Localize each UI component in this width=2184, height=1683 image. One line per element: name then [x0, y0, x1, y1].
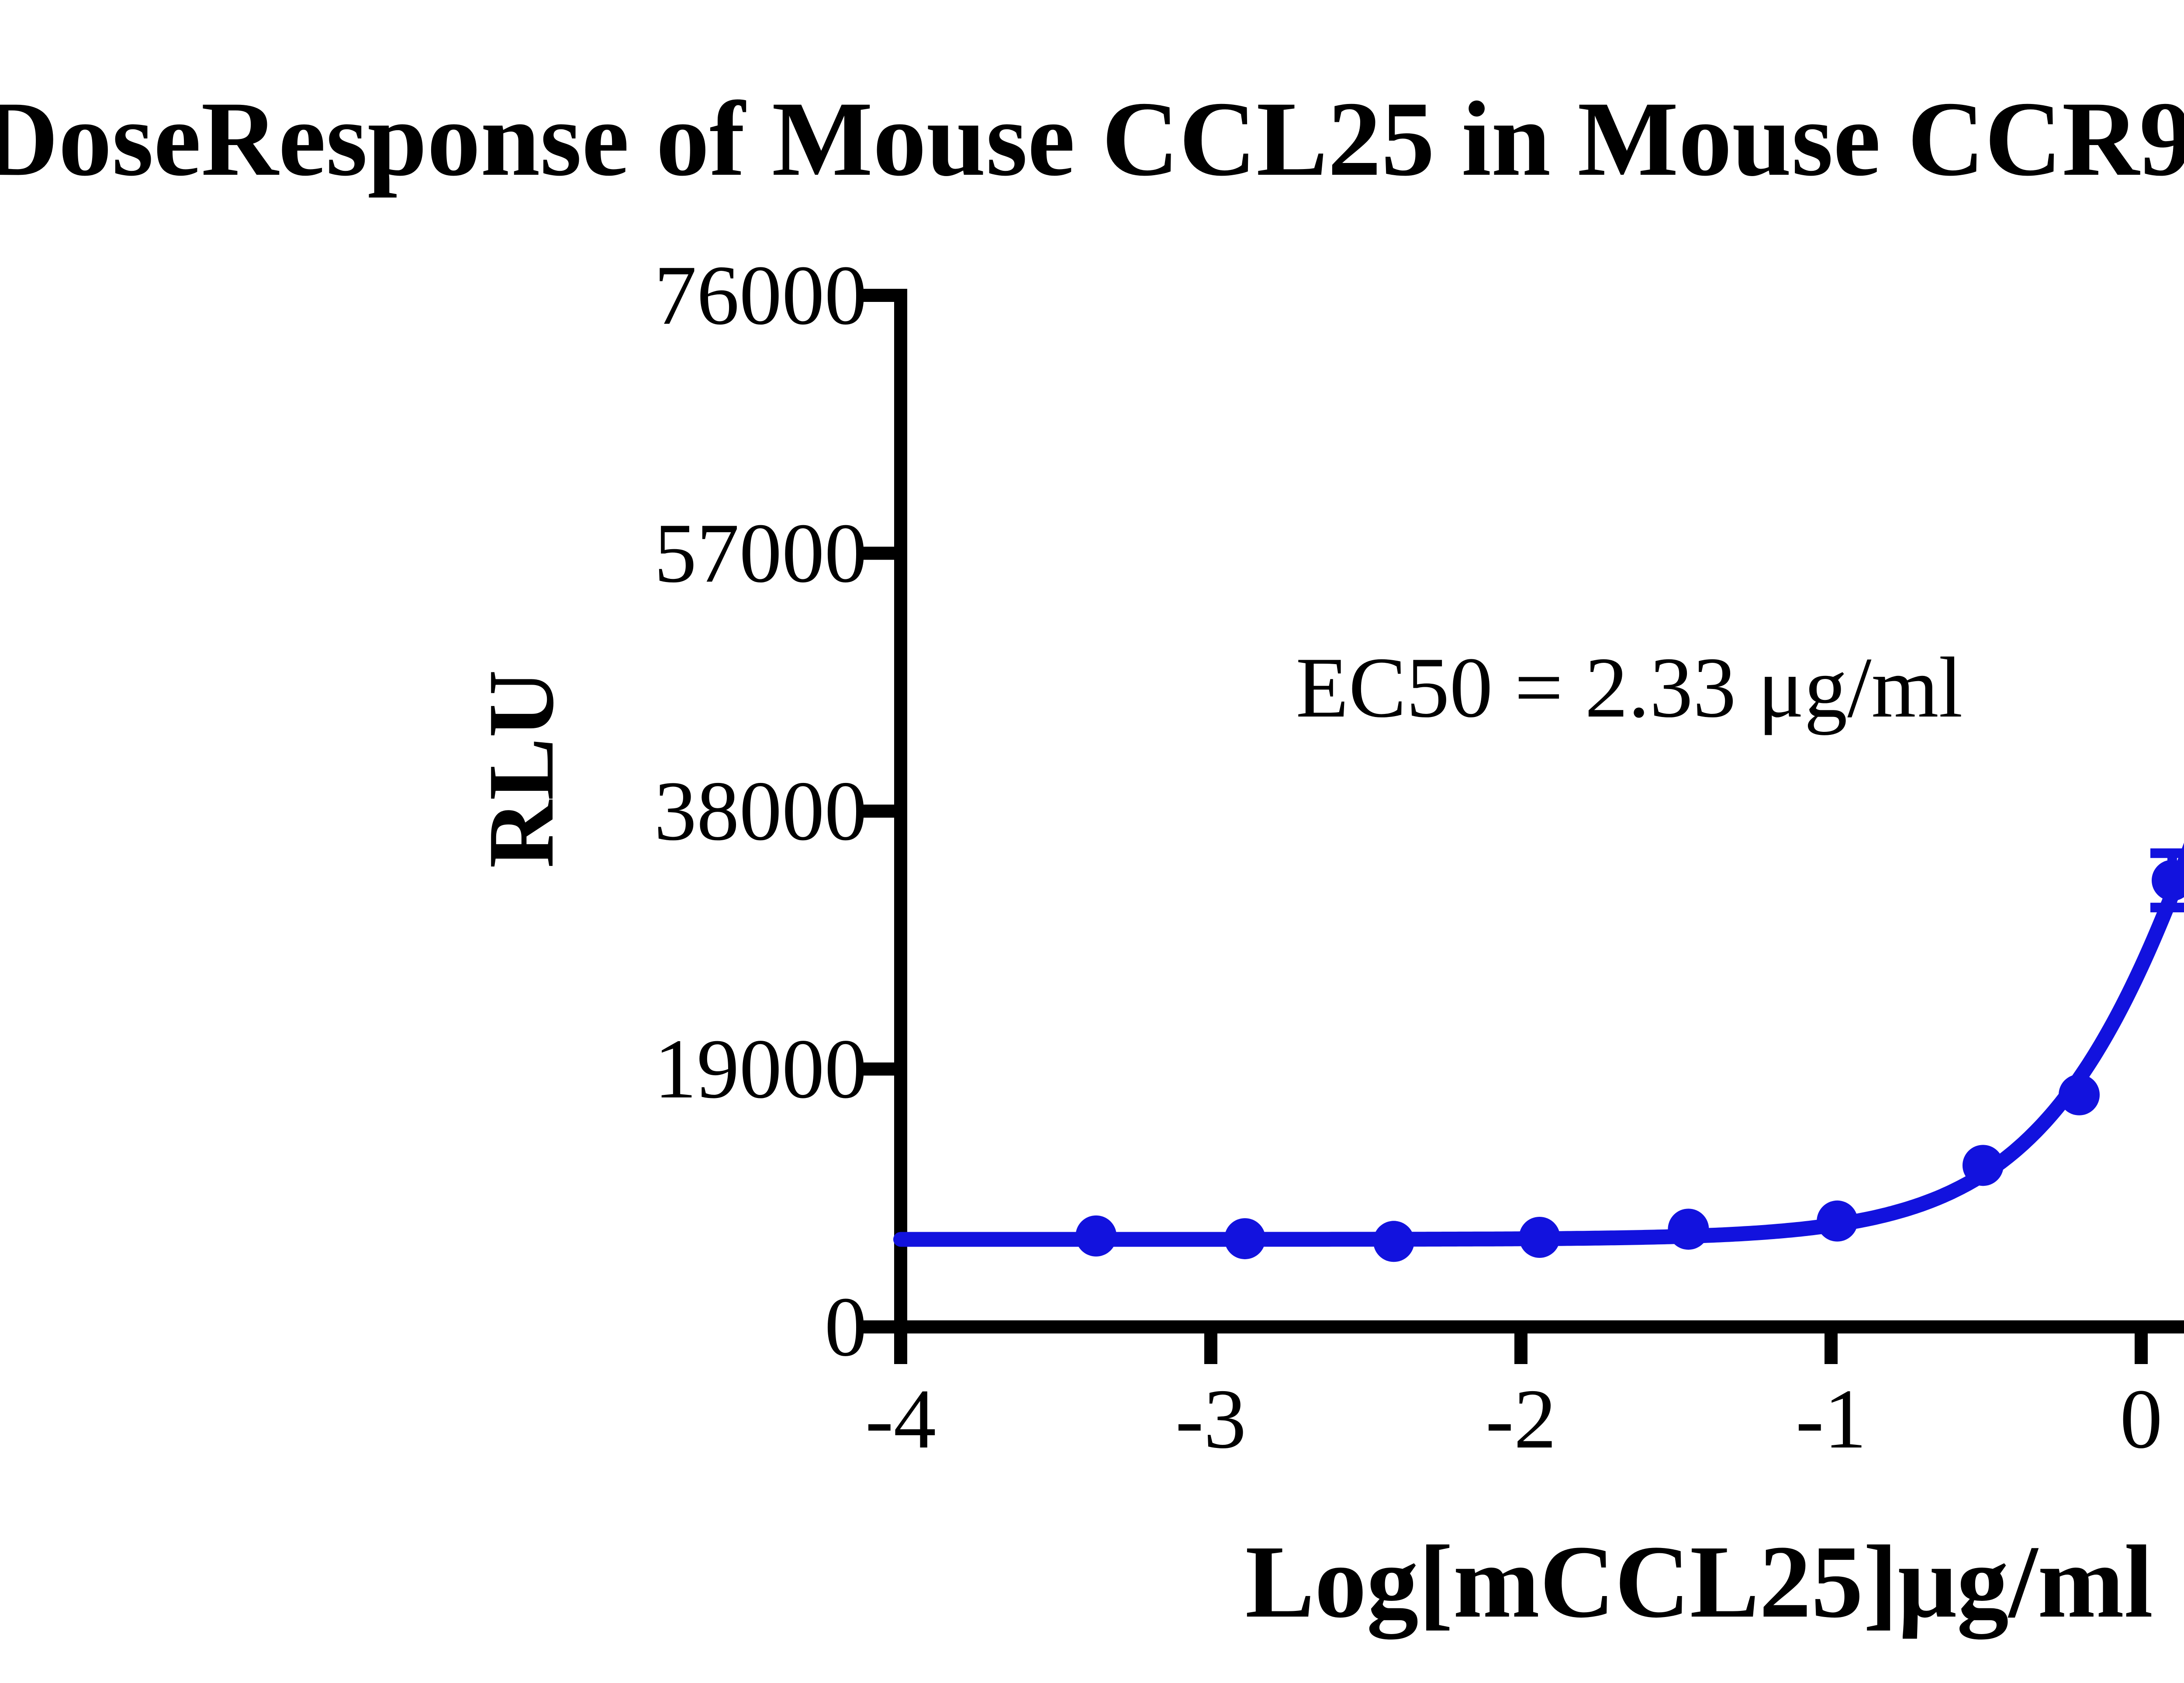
- y-tick-label: 38000: [654, 764, 867, 859]
- x-axis-label: Log[mCCL25]μg/ml: [1245, 1524, 2153, 1639]
- x-tick-label: 0: [2120, 1372, 2163, 1466]
- chart-title: DoseResponse of Mouse CCL25 in Mouse CCR…: [0, 80, 2184, 198]
- x-tick-label: -1: [1796, 1372, 1866, 1466]
- ec50-annotation: EC50 = 2.33 μg/ml: [1296, 640, 1963, 735]
- y-tick-label: 0: [825, 1280, 867, 1374]
- data-point: [1817, 1200, 1858, 1242]
- data-point: [2152, 859, 2184, 901]
- x-tick-label: -4: [865, 1372, 936, 1466]
- y-axis-label: RLU: [469, 670, 573, 868]
- data-point: [1075, 1215, 1117, 1257]
- y-tick-label: 19000: [654, 1022, 867, 1116]
- data-point: [1373, 1221, 1414, 1262]
- x-tick-label: -2: [1486, 1372, 1556, 1466]
- data-point: [2059, 1074, 2100, 1115]
- data-point: [1224, 1218, 1266, 1260]
- y-tick-label: 57000: [654, 506, 867, 600]
- data-point: [1519, 1216, 1560, 1258]
- data-point: [1962, 1145, 2004, 1186]
- y-tick-label: 76000: [654, 248, 867, 343]
- dose-response-curve: [893, 842, 2184, 1247]
- x-tick-label: -3: [1175, 1372, 1246, 1466]
- data-point: [1668, 1209, 1709, 1250]
